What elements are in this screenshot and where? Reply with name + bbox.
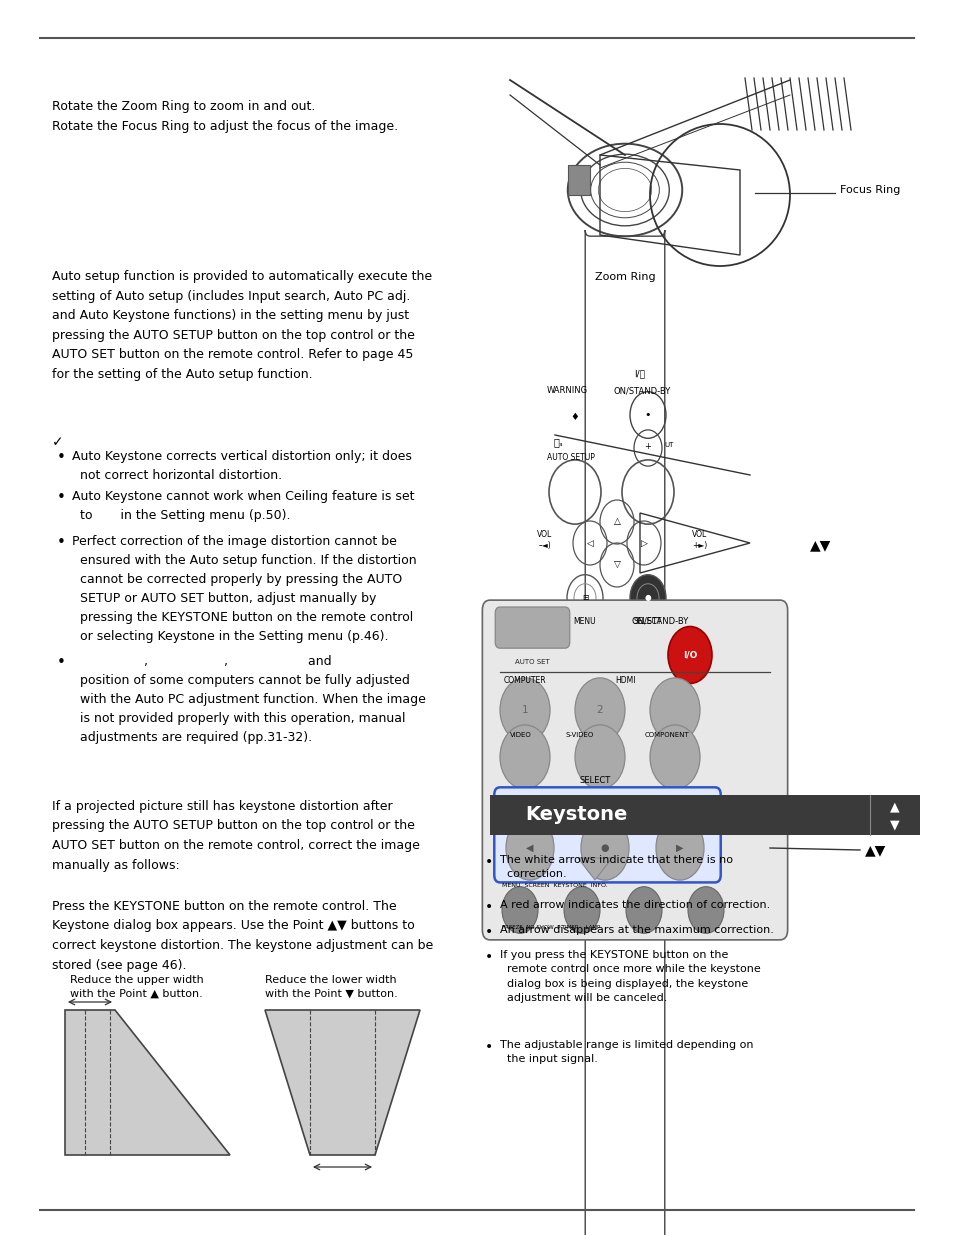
Text: The white arrows indicate that there is no
  correction.: The white arrows indicate that there is … xyxy=(499,855,732,879)
Text: ⊟: ⊟ xyxy=(581,594,588,603)
Ellipse shape xyxy=(580,816,628,881)
Text: A red arrow indicates the direction of correction.: A red arrow indicates the direction of c… xyxy=(499,900,769,910)
Circle shape xyxy=(563,887,599,934)
Text: If a projected picture still has keystone distortion after
pressing the AUTO SET: If a projected picture still has keyston… xyxy=(52,800,419,872)
FancyBboxPatch shape xyxy=(495,608,569,648)
Bar xyxy=(567,165,589,195)
Text: AUTO SET: AUTO SET xyxy=(514,659,549,664)
Text: SELECT: SELECT xyxy=(578,776,610,785)
Text: ◀: ◀ xyxy=(526,844,533,853)
Ellipse shape xyxy=(499,678,550,742)
Text: VOL
+►): VOL +►) xyxy=(692,530,707,550)
Text: •: • xyxy=(644,410,651,420)
Text: ▲▼: ▲▼ xyxy=(809,538,830,552)
Text: ON/STAND-BY: ON/STAND-BY xyxy=(631,616,688,625)
Text: ▲▼: ▲▼ xyxy=(864,844,885,857)
Text: ◁: ◁ xyxy=(586,538,593,547)
Text: •: • xyxy=(484,925,493,939)
Ellipse shape xyxy=(656,816,703,881)
Text: Focus Ring: Focus Ring xyxy=(840,185,900,195)
Text: ON/STAND-BY: ON/STAND-BY xyxy=(614,387,671,395)
Text: SELECT: SELECT xyxy=(633,618,661,626)
Text: COMPUTER: COMPUTER xyxy=(503,676,546,685)
Polygon shape xyxy=(578,788,612,810)
Text: COMPONENT: COMPONENT xyxy=(644,732,689,739)
Text: Zoom Ring: Zoom Ring xyxy=(594,272,655,282)
Text: The adjustable range is limited depending on
  the input signal.: The adjustable range is limited dependin… xyxy=(499,1040,753,1065)
Circle shape xyxy=(625,887,661,934)
FancyBboxPatch shape xyxy=(482,600,787,940)
Ellipse shape xyxy=(575,678,624,742)
Ellipse shape xyxy=(649,678,700,742)
Circle shape xyxy=(687,887,723,934)
Text: ▶: ▶ xyxy=(676,844,683,853)
Text: •: • xyxy=(57,450,66,466)
Circle shape xyxy=(629,574,665,621)
Text: Rotate the Zoom Ring to zoom in and out.
Rotate the Focus Ring to adjust the foc: Rotate the Zoom Ring to zoom in and out.… xyxy=(52,100,397,133)
Circle shape xyxy=(501,887,537,934)
Ellipse shape xyxy=(575,725,624,789)
Text: •: • xyxy=(57,490,66,505)
Text: If you press the KEYSTONE button on the
  remote control once more while the key: If you press the KEYSTONE button on the … xyxy=(499,950,760,1003)
Text: VIDEO: VIDEO xyxy=(510,732,531,739)
Text: ▲: ▲ xyxy=(889,800,899,814)
Text: S-VIDEO: S-VIDEO xyxy=(564,732,593,739)
Circle shape xyxy=(667,626,711,683)
Text: Perfect correction of the image distortion cannot be
  ensured with the Auto set: Perfect correction of the image distorti… xyxy=(71,535,416,643)
Text: ●: ● xyxy=(600,844,609,853)
Text: +: + xyxy=(644,442,651,452)
Text: AUTO SETUP: AUTO SETUP xyxy=(546,453,595,462)
Text: Press the KEYSTONE button on the remote control. The
Keystone dialog box appears: Press the KEYSTONE button on the remote … xyxy=(52,900,433,972)
Text: I/O: I/O xyxy=(682,651,697,659)
Text: ▽: ▽ xyxy=(613,561,619,569)
Ellipse shape xyxy=(649,725,700,789)
Text: △: △ xyxy=(613,517,619,526)
Text: HDMI: HDMI xyxy=(614,676,635,685)
Text: •: • xyxy=(484,1040,493,1053)
Text: FREEZE  NO SHOW  P-TIMER    LAMP: FREEZE NO SHOW P-TIMER LAMP xyxy=(501,925,599,930)
Text: •: • xyxy=(484,900,493,914)
Text: I/⏻: I/⏻ xyxy=(634,369,645,378)
Text: ,                   ,                    and
  position of some computers cannot: , , and position of some computers canno… xyxy=(71,655,425,743)
Text: Auto Keystone cannot work when Ceiling feature is set
  to       in the Setting : Auto Keystone cannot work when Ceiling f… xyxy=(71,490,414,522)
Polygon shape xyxy=(578,858,612,881)
Text: •: • xyxy=(57,655,66,671)
Text: VOL
–◄): VOL –◄) xyxy=(537,530,552,550)
Text: Auto setup function is provided to automatically execute the
setting of Auto set: Auto setup function is provided to autom… xyxy=(52,270,432,380)
Ellipse shape xyxy=(499,725,550,789)
Text: ▼: ▼ xyxy=(889,819,899,831)
Text: ●: ● xyxy=(644,594,651,603)
Polygon shape xyxy=(65,1010,230,1155)
Text: WARNING: WARNING xyxy=(546,387,587,395)
Text: ⎈ₐ: ⎈ₐ xyxy=(553,437,562,447)
Text: MENU  SCREEN  KEYSTONE  INFO.: MENU SCREEN KEYSTONE INFO. xyxy=(501,883,607,888)
Text: •: • xyxy=(484,950,493,965)
Text: ▷: ▷ xyxy=(639,538,647,547)
Text: UT: UT xyxy=(663,442,673,448)
Text: •: • xyxy=(57,535,66,550)
Text: Reduce the lower width
with the Point ▼ button.: Reduce the lower width with the Point ▼ … xyxy=(265,974,397,999)
Text: ♦: ♦ xyxy=(570,412,578,422)
Text: ✓: ✓ xyxy=(52,435,64,450)
Text: 2: 2 xyxy=(596,705,602,715)
Text: •: • xyxy=(484,855,493,869)
Text: MENU: MENU xyxy=(573,618,596,626)
FancyBboxPatch shape xyxy=(494,788,720,883)
Text: Reduce the upper width
with the Point ▲ button.: Reduce the upper width with the Point ▲ … xyxy=(70,974,204,999)
Text: 1: 1 xyxy=(521,705,528,715)
Ellipse shape xyxy=(505,816,554,881)
Bar xyxy=(490,795,919,835)
Text: Auto Keystone corrects vertical distortion only; it does
  not correct horizonta: Auto Keystone corrects vertical distorti… xyxy=(71,450,412,482)
Text: Keystone: Keystone xyxy=(524,805,627,825)
Text: An arrow disappears at the maximum correction.: An arrow disappears at the maximum corre… xyxy=(499,925,773,935)
Polygon shape xyxy=(265,1010,419,1155)
